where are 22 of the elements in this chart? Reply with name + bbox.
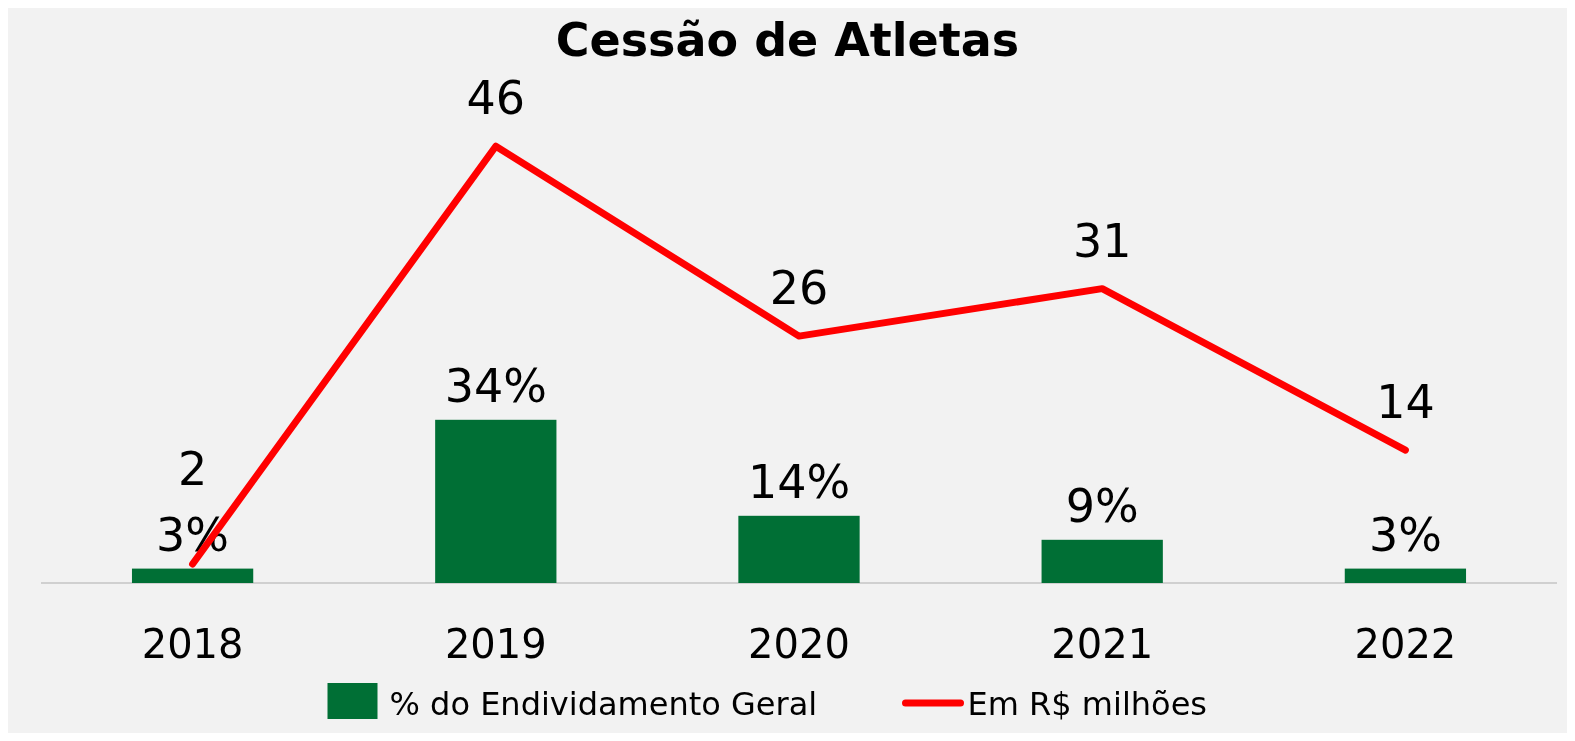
legend-label: % do Endividamento Geral [389,685,818,723]
bar [435,419,557,583]
bar [738,515,860,583]
data-label: 2 [177,441,208,496]
data-label: 26 [769,261,829,316]
data-label: 46 [466,71,526,126]
bar [1344,568,1467,583]
data-label: 34% [444,358,547,413]
x-tick-label: 2018 [141,621,244,667]
x-tick-label: 2019 [444,621,547,667]
data-label: 14% [747,454,851,509]
x-tick-label: 2020 [748,621,850,667]
data-label: 14 [1376,375,1435,430]
data-label: 3% [1368,507,1442,562]
data-label: 31 [1072,213,1132,268]
x-tick-label: 2021 [1051,621,1154,667]
x-tick-label: 2022 [1354,621,1457,667]
bar [131,568,254,583]
legend-label: Em R$ milhões [967,685,1207,723]
bar [1041,539,1163,583]
data-label: 9% [1065,478,1139,533]
chart-title: Cessão de Atletas [555,13,1020,67]
